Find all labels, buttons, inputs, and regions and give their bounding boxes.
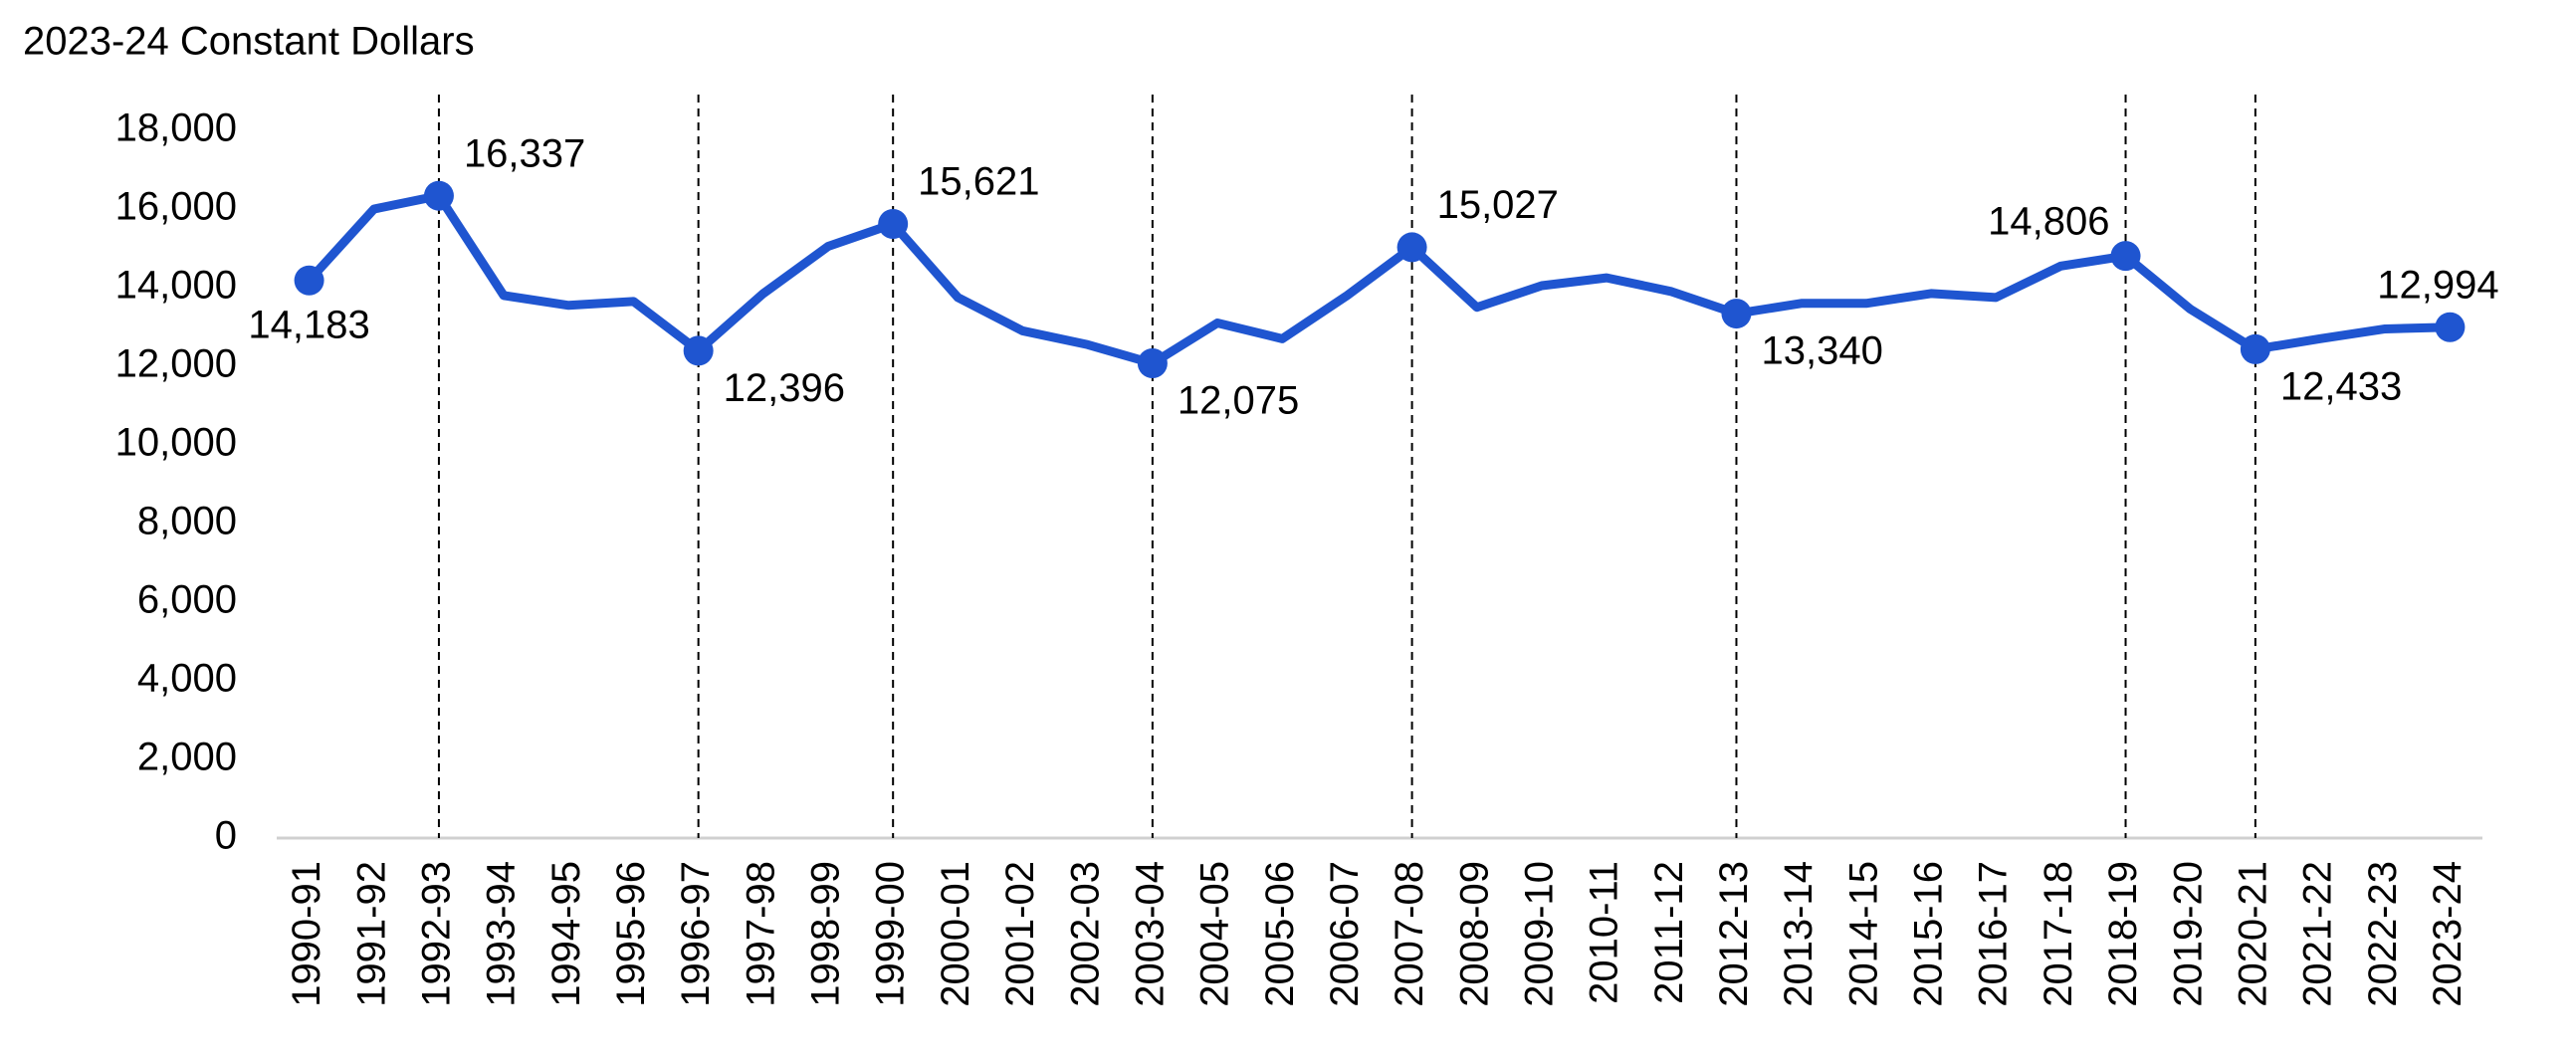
data-point	[423, 180, 454, 211]
x-tick-label: 2017-18	[2037, 861, 2080, 1007]
data-point	[1721, 299, 1752, 329]
x-tick-label: 2014-15	[1841, 861, 1885, 1007]
y-tick-label: 6,000	[137, 578, 237, 622]
x-tick-label: 2016-17	[1972, 861, 2016, 1007]
y-tick-label: 14,000	[115, 264, 237, 308]
y-tick-label: 18,000	[115, 106, 237, 150]
x-tick-label: 2013-14	[1777, 861, 1821, 1007]
y-tick-label: 12,000	[115, 342, 237, 386]
x-tick-label: 1991-92	[349, 861, 393, 1007]
data-label: 12,396	[724, 366, 845, 410]
x-tick-label: 1998-99	[804, 861, 848, 1007]
data-label: 12,994	[2377, 263, 2498, 307]
x-tick-label: 2005-06	[1258, 861, 1302, 1007]
x-tick-label: 2023-24	[2426, 861, 2469, 1007]
data-label: 12,433	[2280, 364, 2402, 408]
x-tick-label: 2011-12	[1647, 861, 1691, 1004]
x-tick-label: 2018-19	[2101, 861, 2145, 1007]
y-tick-label: 16,000	[115, 185, 237, 229]
data-point	[294, 265, 324, 296]
x-tick-label: 1995-96	[609, 861, 653, 1007]
x-tick-label: 2002-03	[1063, 861, 1107, 1007]
x-tick-label: 2007-08	[1388, 861, 1431, 1007]
x-tick-label: 2006-07	[1323, 861, 1367, 1007]
x-tick-label: 2021-22	[2296, 861, 2340, 1007]
x-tick-label: 1990-91	[285, 861, 328, 1007]
x-tick-label: 2020-21	[2231, 861, 2274, 1007]
y-tick-label: 10,000	[115, 421, 237, 465]
data-line	[306, 191, 2451, 368]
x-tick-label: 2019-20	[2166, 861, 2210, 1007]
x-tick-label: 2009-10	[1518, 861, 1562, 1007]
x-tick-label: 1993-94	[480, 861, 524, 1007]
data-point	[878, 208, 909, 239]
y-tick-label: 4,000	[137, 657, 237, 701]
x-tick-label: 2015-16	[1907, 861, 1951, 1007]
x-tick-label: 1994-95	[544, 861, 588, 1007]
x-tick-label: 2000-01	[934, 861, 977, 1007]
data-point	[1137, 348, 1168, 379]
data-label: 15,027	[1437, 183, 1559, 227]
data-point	[1396, 232, 1427, 263]
y-tick-label: 8,000	[137, 500, 237, 543]
y-tick-label: 2,000	[137, 736, 237, 779]
data-point	[683, 335, 714, 366]
x-tick-label: 2004-05	[1193, 861, 1237, 1007]
x-tick-label: 1992-93	[415, 861, 459, 1007]
y-tick-label: 0	[215, 814, 237, 858]
x-tick-label: 2008-09	[1452, 861, 1496, 1007]
x-tick-label: 2022-23	[2361, 861, 2405, 1007]
data-label: 12,075	[1178, 379, 1299, 423]
data-label: 16,337	[464, 131, 585, 175]
data-label: 14,183	[248, 303, 369, 346]
data-point	[2240, 333, 2270, 364]
chart-title: 2023-24 Constant Dollars	[23, 20, 475, 64]
x-tick-label: 2003-04	[1128, 861, 1172, 1007]
data-point	[2435, 312, 2466, 342]
x-tick-label: 2012-13	[1712, 861, 1756, 1007]
x-tick-label: 1997-98	[739, 861, 782, 1007]
data-label: 13,340	[1761, 329, 1882, 373]
data-label: 15,621	[918, 160, 1039, 204]
x-tick-label: 2010-11	[1583, 861, 1626, 1004]
data-label: 14,806	[1988, 200, 2109, 244]
x-tick-label: 1996-97	[674, 861, 718, 1007]
x-tick-label: 2001-02	[998, 861, 1042, 1007]
x-tick-label: 1999-00	[869, 861, 913, 1007]
data-point	[2110, 241, 2141, 272]
